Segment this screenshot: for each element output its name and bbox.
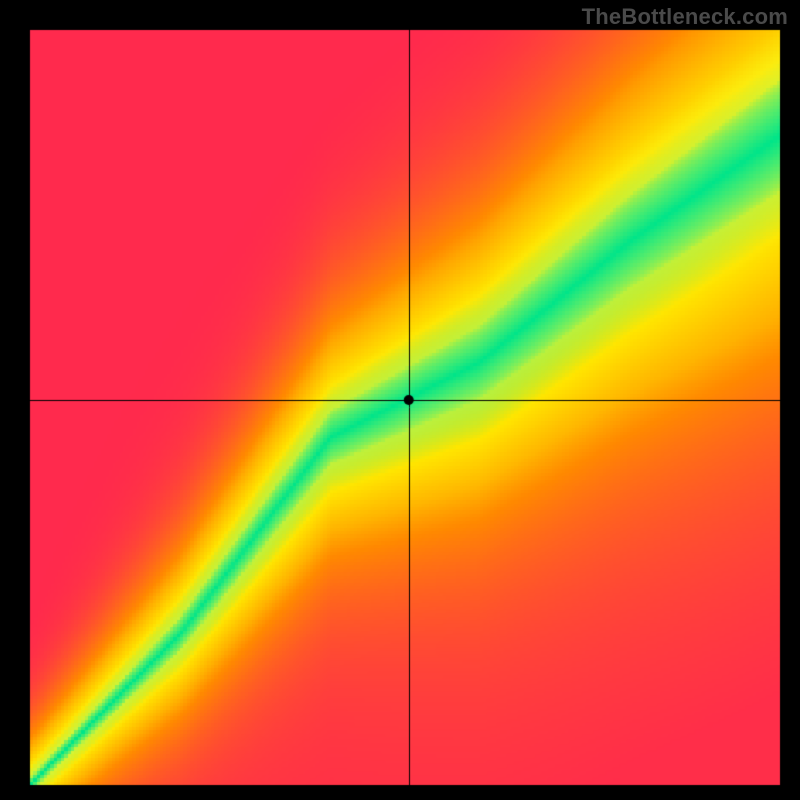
bottleneck-heatmap — [0, 0, 800, 800]
watermark-text: TheBottleneck.com — [582, 4, 788, 30]
chart-stage: { "canvas": { "width": 800, "height": 80… — [0, 0, 800, 800]
